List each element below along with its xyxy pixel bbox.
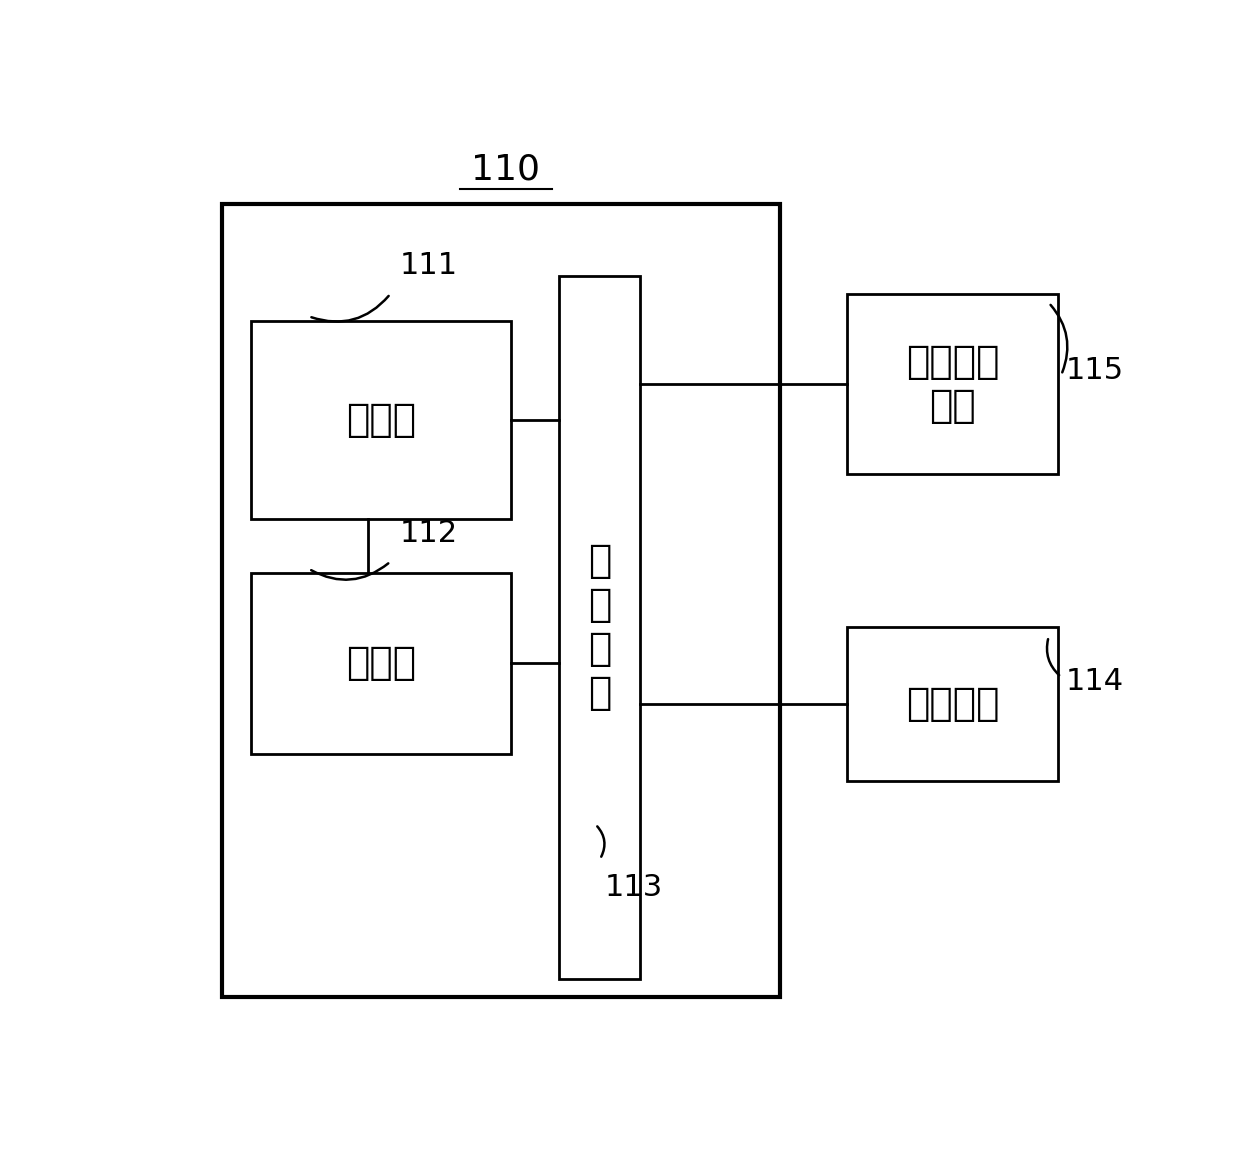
Text: 114: 114 [1066, 667, 1125, 696]
Text: 112: 112 [401, 519, 459, 548]
Bar [250, 574, 511, 754]
Bar [250, 321, 511, 519]
Text: 115: 115 [1066, 356, 1125, 385]
Text: 显示单元: 显示单元 [906, 685, 999, 723]
Bar [222, 204, 780, 998]
Text: 110: 110 [471, 152, 541, 186]
Text: 113: 113 [605, 872, 663, 902]
Text: 111: 111 [401, 252, 459, 280]
Text: 存储器: 存储器 [346, 400, 415, 439]
Bar [847, 628, 1058, 781]
Text: 外
设
接
口: 外 设 接 口 [588, 542, 611, 712]
Text: 输入输出
单元: 输入输出 单元 [906, 343, 999, 425]
Bar [558, 275, 640, 979]
Bar [847, 294, 1058, 474]
Text: 处理器: 处理器 [346, 644, 415, 683]
